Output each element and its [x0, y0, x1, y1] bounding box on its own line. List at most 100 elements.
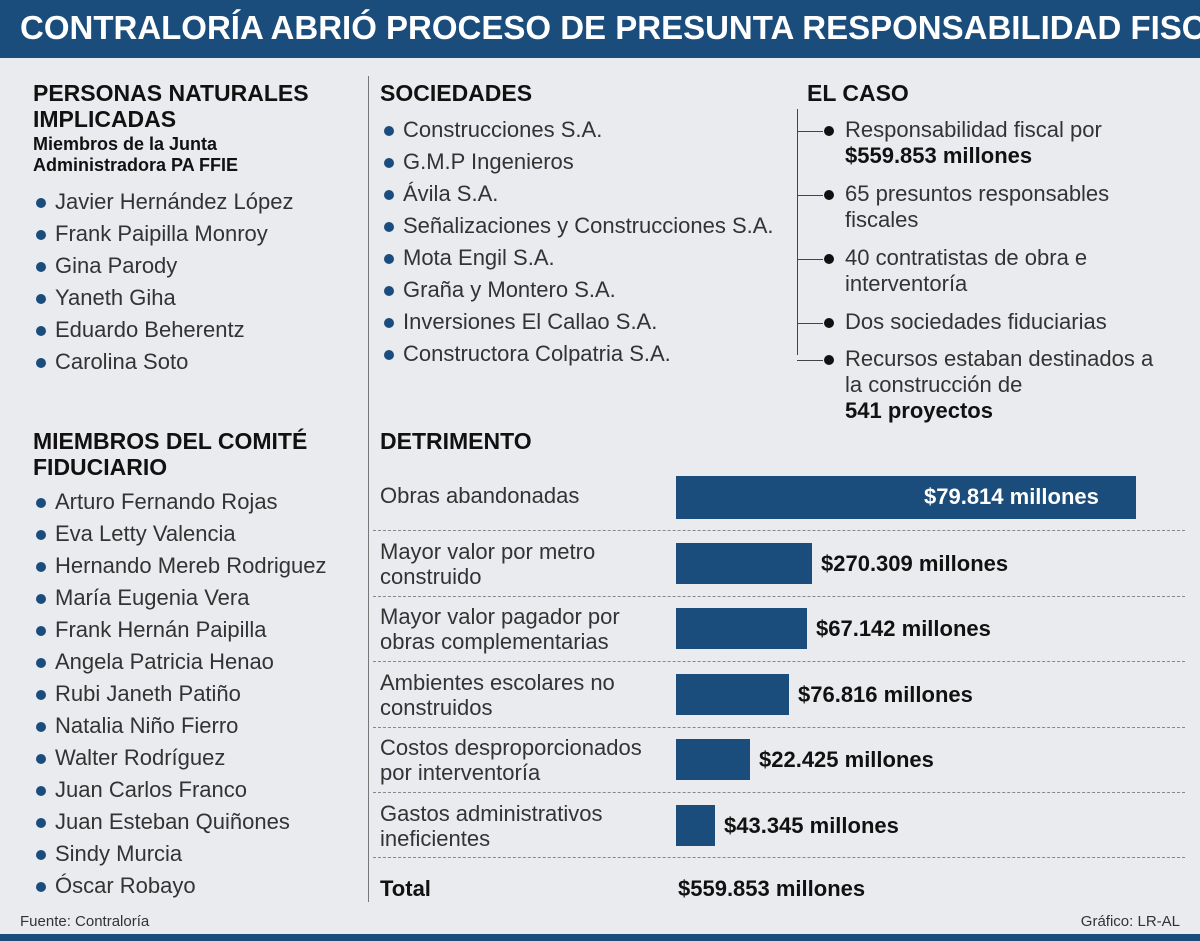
- persona-item: Yaneth Giha: [35, 282, 293, 314]
- bullet-icon: [36, 722, 46, 732]
- bullet-icon: [384, 158, 394, 168]
- bullet-icon: [36, 658, 46, 668]
- bar-value-label: $76.816 millones: [798, 681, 973, 707]
- comite-item-label: Natalia Niño Fierro: [55, 713, 239, 738]
- total-value: $559.853 millones: [678, 876, 866, 901]
- bar: [676, 739, 750, 780]
- sociedad-item-label: Mota Engil S.A.: [403, 245, 555, 270]
- comite-item: María Eugenia Vera: [35, 582, 327, 614]
- sociedad-item: Señalizaciones y Construcciones S.A.: [383, 210, 774, 242]
- bar-category-label: Ambientes escolares no construidos: [380, 669, 615, 720]
- sociedad-item-label: Graña y Montero S.A.: [403, 277, 616, 302]
- caso-item: Dos sociedades fiduciarias: [845, 309, 1165, 335]
- bullet-icon: [36, 358, 46, 368]
- bullet-icon: [384, 190, 394, 200]
- bullet-icon: [36, 626, 46, 636]
- bullet-icon: [384, 286, 394, 296]
- bullet-icon: [36, 882, 46, 892]
- bullet-icon: [36, 690, 46, 700]
- comite-item-label: Juan Esteban Quiñones: [55, 809, 290, 834]
- bullet-icon: [384, 254, 394, 264]
- bullet-icon: [384, 222, 394, 232]
- row-separator: [373, 857, 1185, 858]
- bar-value-label: $67.142 millones: [816, 616, 991, 641]
- caso-item-text: Recursos estaban destinados a la constru…: [845, 346, 1154, 397]
- bar-category-label: Costos desproporcionados por interventor…: [380, 735, 642, 785]
- comite-list: Arturo Fernando Rojas Eva Letty Valencia H…: [35, 486, 327, 902]
- persona-item-label: Javier Hernández López: [55, 189, 294, 214]
- bullet-icon: [36, 530, 46, 540]
- bullet-icon: [36, 818, 46, 828]
- persona-item-label: Gina Parody: [55, 253, 178, 278]
- comite-item-label: Óscar Robayo: [55, 873, 196, 898]
- caso-bullet-icon: [824, 254, 834, 264]
- caso-bullet-icon: [824, 126, 834, 136]
- bullet-icon: [36, 230, 46, 240]
- bar-value-label: $22.425 millones: [759, 747, 934, 772]
- caso-item: 40 contratistas de obra e interventoría: [845, 245, 1095, 297]
- page-title: CONTRALORÍA ABRIÓ PROCESO DE PRESUNTA RE…: [20, 9, 1200, 46]
- comite-item-label: Hernando Mereb Rodriguez: [55, 553, 327, 578]
- sociedad-item: Construcciones S.A.: [383, 114, 774, 146]
- comite-item: Óscar Robayo: [35, 870, 327, 902]
- bar-value-label: $43.345 millones: [724, 812, 899, 838]
- caso-item: Recursos estaban destinados a la constru…: [845, 346, 1165, 424]
- comite-title: MIEMBROS DEL COMITÉ FIDUCIARIO: [33, 428, 308, 480]
- comite-item-label: Juan Carlos Franco: [55, 777, 247, 802]
- row-separator: [373, 661, 1185, 662]
- bullet-icon: [36, 786, 46, 796]
- comite-item-label: Angela Patricia Henao: [55, 649, 274, 674]
- bottom-bar: [0, 934, 1200, 941]
- comite-item: Rubi Janeth Patiño: [35, 678, 327, 710]
- personas-title: PERSONAS NATURALES IMPLICADAS: [33, 80, 309, 132]
- bullet-icon: [36, 262, 46, 272]
- sociedad-item: G.M.P Ingenieros: [383, 146, 774, 178]
- sociedad-item: Ávila S.A.: [383, 178, 774, 210]
- row-separator: [373, 792, 1185, 793]
- comite-item: Arturo Fernando Rojas: [35, 486, 327, 518]
- caso-item-text: 40 contratistas de obra e interventoría: [845, 245, 1088, 296]
- bar-value-label: $270.309 millones: [821, 550, 1009, 576]
- caso-item: Responsabilidad fiscal por $559.853 millo…: [845, 117, 1145, 169]
- sociedad-item-label: Constructora Colpatria S.A.: [403, 341, 671, 366]
- bar: [676, 476, 1136, 519]
- bullet-icon: [36, 562, 46, 572]
- sociedad-item-label: Construcciones S.A.: [403, 117, 603, 142]
- sociedad-item-label: Ávila S.A.: [403, 181, 499, 206]
- caso-connector: [797, 323, 823, 324]
- caso-item-highlight: $559.853 millones: [845, 143, 1033, 168]
- bar-category-label: Mayor valor pagador por obras complement…: [380, 604, 620, 654]
- caso-connector: [797, 131, 823, 132]
- comite-item-label: Arturo Fernando Rojas: [55, 489, 278, 514]
- bullet-icon: [36, 754, 46, 764]
- sociedad-item-label: Señalizaciones y Construcciones S.A.: [403, 213, 774, 238]
- caso-item-highlight: 541 proyectos: [845, 398, 993, 423]
- comite-item-label: Frank Hernán Paipilla: [55, 617, 267, 642]
- persona-item-label: Carolina Soto: [55, 349, 189, 374]
- caso-bullet-icon: [824, 355, 834, 365]
- caso-item-text: 65 presuntos responsables fiscales: [845, 181, 1110, 232]
- bar-category-label: Obras abandonadas: [380, 483, 580, 508]
- personas-list: Javier Hernández López Frank Paipilla Mon…: [35, 186, 293, 378]
- credit-note: Gráfico: LR-AL: [1080, 913, 1180, 930]
- total-label: Total: [380, 876, 431, 901]
- comite-item: Frank Hernán Paipilla: [35, 614, 327, 646]
- comite-item: Walter Rodríguez: [35, 742, 327, 774]
- comite-item-label: Eva Letty Valencia: [55, 521, 236, 546]
- sociedad-item: Graña y Montero S.A.: [383, 274, 774, 306]
- header-banner: CONTRALORÍA ABRIÓ PROCESO DE PRESUNTA RE…: [0, 0, 1200, 58]
- caso-connector: [797, 360, 823, 361]
- comite-item-label: Rubi Janeth Patiño: [55, 681, 241, 706]
- bullet-icon: [36, 594, 46, 604]
- sociedad-item-label: Inversiones El Callao S.A.: [403, 309, 658, 334]
- comite-item: Juan Esteban Quiñones: [35, 806, 327, 838]
- bar-value-label: $79.814 millones: [924, 484, 1099, 509]
- detrimento-title: DETRIMENTO: [380, 428, 532, 454]
- bar-category-label: Mayor valor por metro construido: [380, 538, 596, 589]
- sociedades-list: Construcciones S.A. G.M.P Ingenieros Ávila…: [383, 114, 774, 370]
- bar: [676, 673, 789, 715]
- row-separator: [373, 726, 1185, 728]
- bullet-icon: [36, 498, 46, 508]
- persona-item: Frank Paipilla Monroy: [35, 218, 293, 250]
- persona-item: Javier Hernández López: [35, 186, 293, 218]
